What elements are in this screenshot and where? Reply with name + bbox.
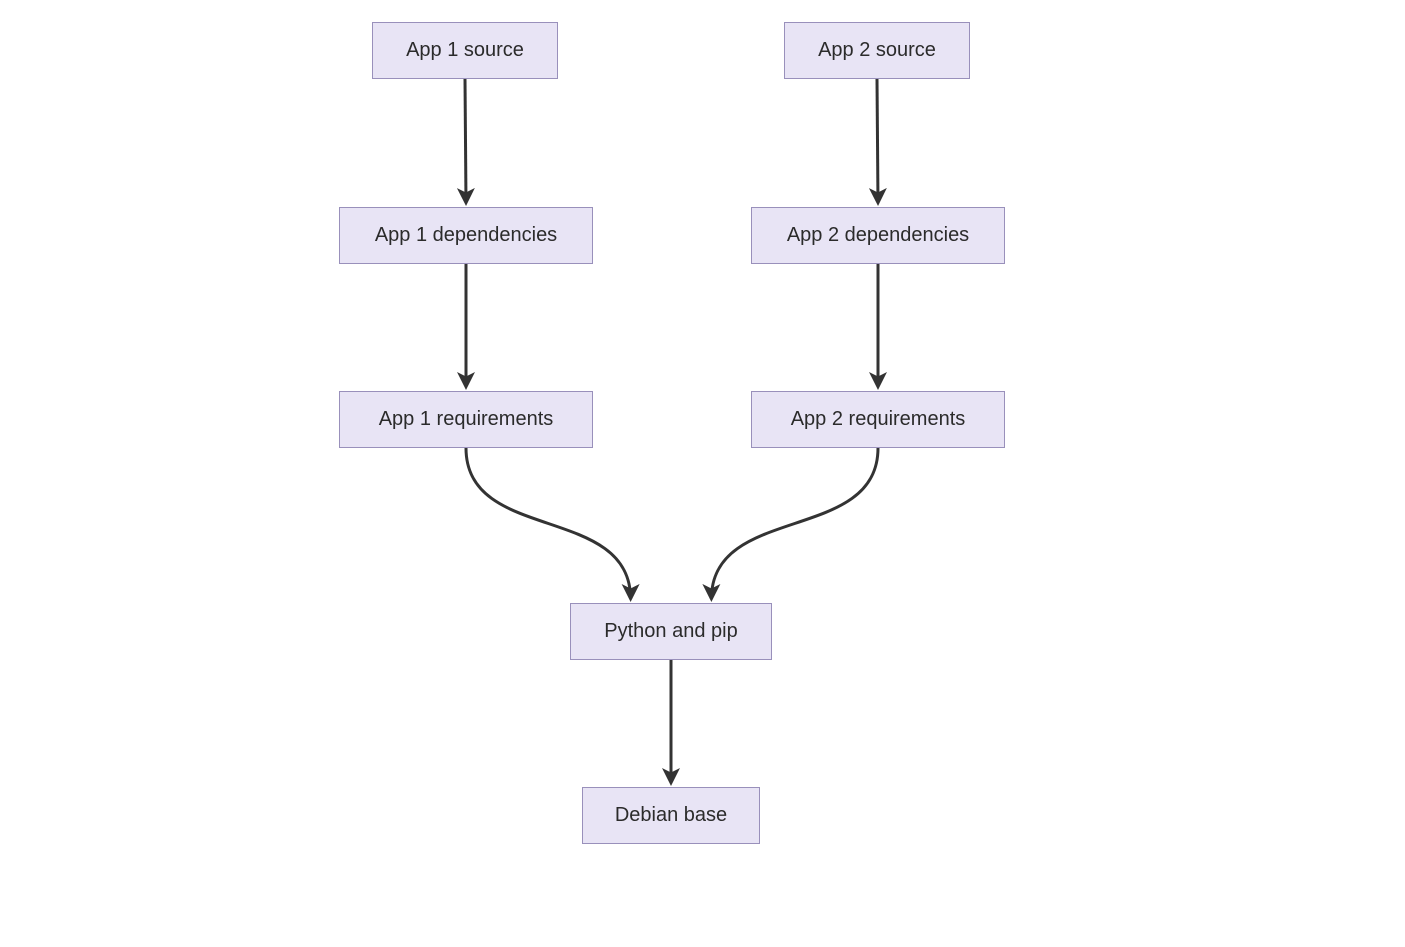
node-a1r: App 1 requirements — [339, 391, 593, 448]
edge-a2s-a2d — [877, 79, 878, 203]
node-db: Debian base — [582, 787, 760, 844]
node-label: Debian base — [615, 804, 727, 827]
node-label: App 2 requirements — [791, 408, 966, 431]
node-a2s: App 2 source — [784, 22, 970, 79]
node-a1d: App 1 dependencies — [339, 207, 593, 264]
node-label: App 1 dependencies — [375, 224, 557, 247]
node-label: Python and pip — [604, 620, 737, 643]
node-label: App 1 requirements — [379, 408, 554, 431]
node-a2d: App 2 dependencies — [751, 207, 1005, 264]
node-pp: Python and pip — [570, 603, 772, 660]
node-a1s: App 1 source — [372, 22, 558, 79]
node-label: App 2 dependencies — [787, 224, 969, 247]
node-label: App 2 source — [818, 39, 936, 62]
node-label: App 1 source — [406, 39, 524, 62]
node-a2r: App 2 requirements — [751, 391, 1005, 448]
edge-a1r-pp — [466, 448, 631, 599]
edge-a1s-a1d — [465, 79, 466, 203]
edge-a2r-pp — [711, 448, 878, 599]
